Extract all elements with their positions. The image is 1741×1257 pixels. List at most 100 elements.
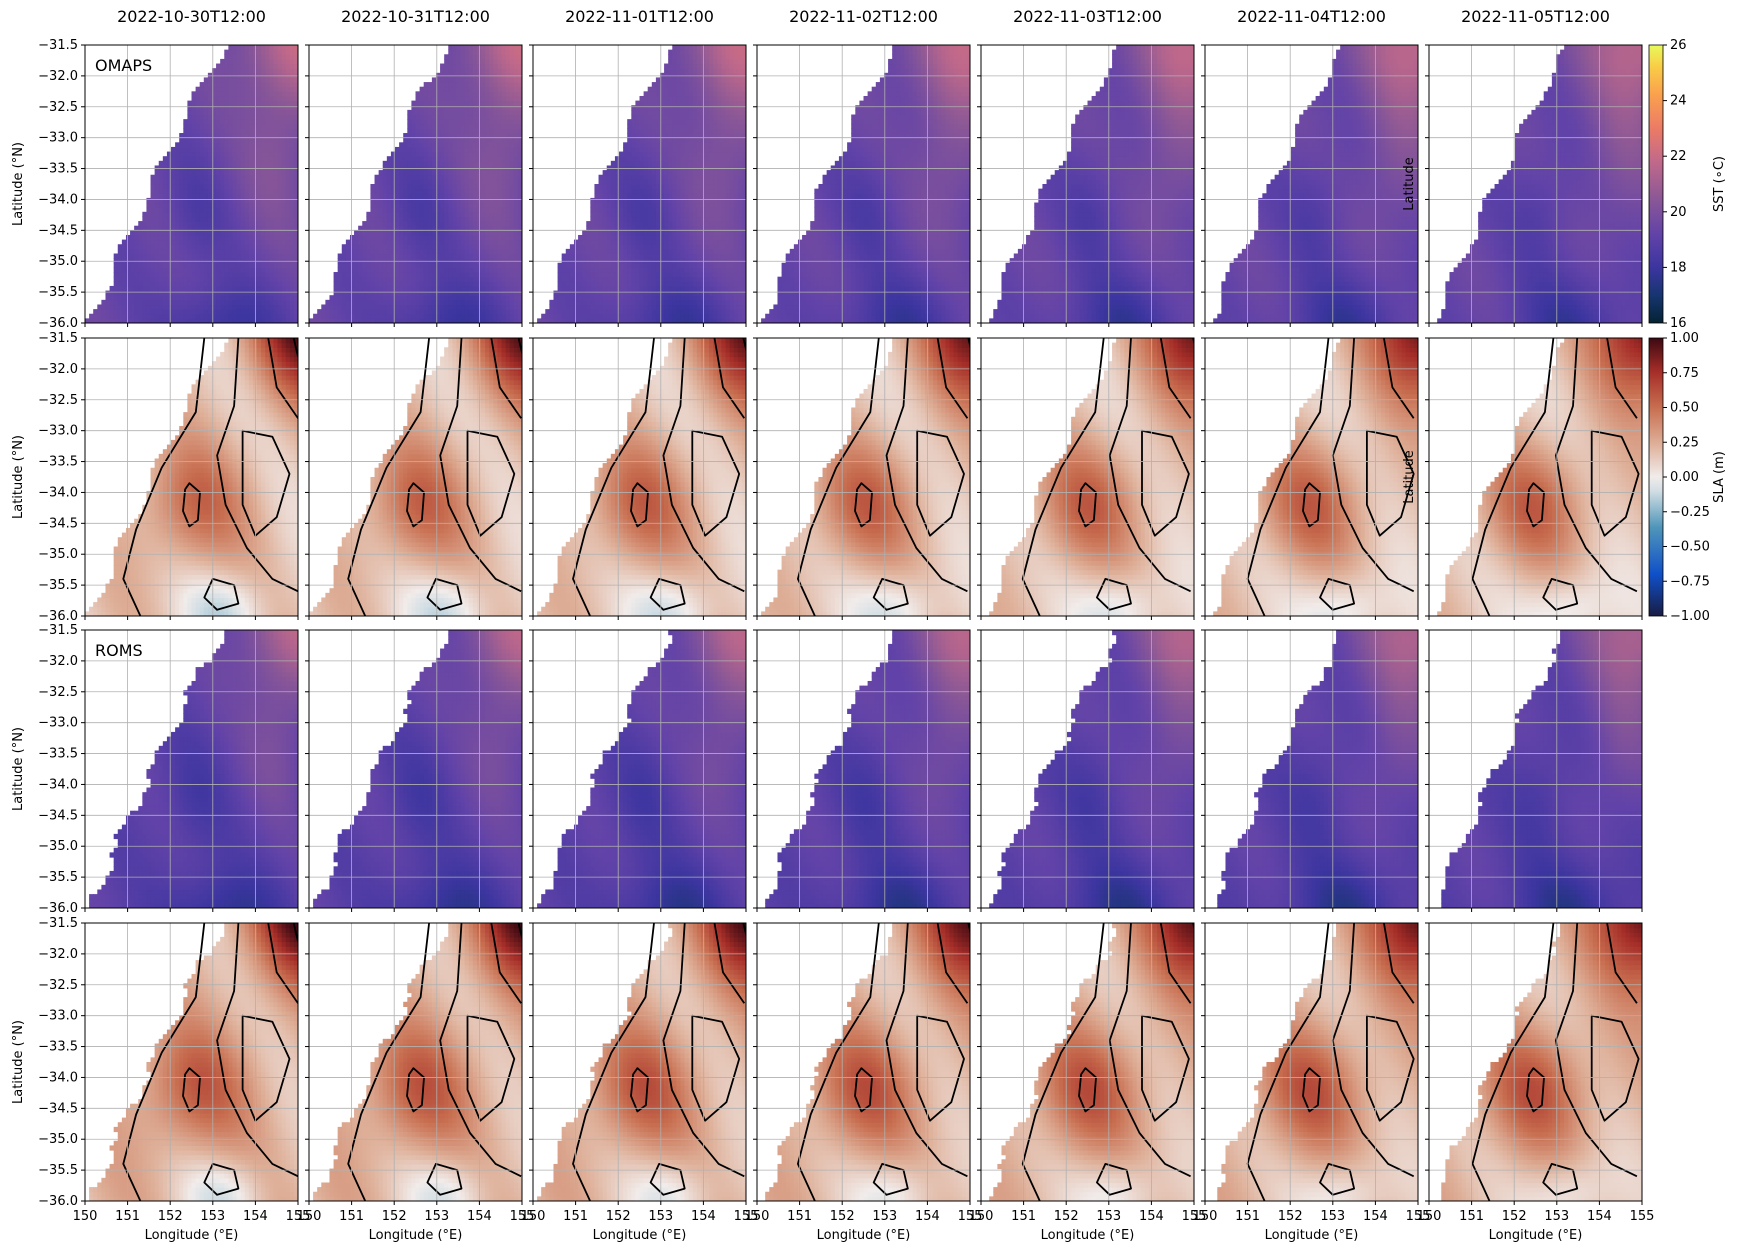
heatmap-cell — [676, 295, 681, 300]
heatmap-cell — [391, 304, 396, 309]
heatmap-cell — [249, 175, 254, 180]
heatmap-cell — [603, 304, 608, 309]
heatmap-cell — [473, 175, 478, 180]
heatmap-cell — [411, 314, 416, 319]
heatmap-cell — [175, 277, 180, 282]
heatmap-cell — [200, 221, 205, 226]
heatmap-cell — [489, 45, 494, 50]
heatmap-cell — [362, 300, 367, 305]
heatmap-cell — [317, 314, 322, 319]
heatmap-cell — [241, 198, 246, 203]
heatmap-cell — [167, 254, 172, 259]
heatmap-cell — [493, 263, 498, 268]
heatmap-cell — [265, 244, 270, 249]
heatmap-cell — [151, 179, 156, 184]
heatmap-cell — [167, 304, 172, 309]
heatmap-cell — [578, 286, 583, 291]
heatmap-cell — [635, 295, 640, 300]
heatmap-cell — [514, 96, 519, 101]
heatmap-cell — [200, 235, 205, 240]
heatmap-cell — [502, 254, 507, 259]
heatmap-cell — [514, 281, 519, 286]
heatmap-cell — [411, 138, 416, 143]
heatmap-cell — [456, 59, 461, 64]
heatmap-cell — [134, 314, 139, 319]
heatmap-cell — [428, 314, 433, 319]
heatmap-cell — [734, 272, 739, 277]
heatmap-cell — [502, 207, 507, 212]
heatmap-cell — [452, 272, 457, 277]
heatmap-cell — [196, 235, 201, 240]
heatmap-cell — [146, 221, 151, 226]
heatmap-cell — [216, 165, 221, 170]
heatmap-cell — [623, 291, 628, 296]
heatmap-cell — [387, 221, 392, 226]
heatmap-cell — [411, 272, 416, 277]
heatmap-cell — [286, 189, 291, 194]
heatmap-cell — [493, 249, 498, 254]
heatmap-cell — [269, 64, 274, 69]
heatmap-cell — [286, 73, 291, 78]
heatmap-cell — [489, 138, 494, 143]
heatmap-cell — [566, 258, 571, 263]
model-label: OMAPS — [95, 56, 152, 75]
heatmap-cell — [208, 82, 213, 87]
heatmap-cell — [192, 272, 197, 277]
heatmap-cell — [461, 59, 466, 64]
heatmap-cell — [432, 304, 437, 309]
heatmap-cell — [485, 249, 490, 254]
heatmap-cell — [167, 193, 172, 198]
heatmap-cell — [269, 281, 274, 286]
heatmap-cell — [290, 91, 295, 96]
heatmap-cell — [578, 314, 583, 319]
heatmap-cell — [473, 101, 478, 106]
heatmap-cell — [241, 184, 246, 189]
heatmap-cell — [448, 235, 453, 240]
heatmap-cell — [224, 254, 229, 259]
heatmap-cell — [465, 304, 470, 309]
heatmap-cell — [558, 304, 563, 309]
heatmap-cell — [432, 101, 437, 106]
heatmap-cell — [603, 281, 608, 286]
heatmap-cell — [130, 254, 135, 259]
heatmap-cell — [175, 304, 180, 309]
heatmap-cell — [179, 277, 184, 282]
heatmap-cell — [420, 119, 425, 124]
heatmap-cell — [420, 258, 425, 263]
heatmap-cell — [461, 128, 466, 133]
heatmap-cell — [187, 105, 192, 110]
heatmap-cell — [403, 314, 408, 319]
heatmap-cell — [510, 124, 515, 129]
heatmap-cell — [383, 179, 388, 184]
heatmap-cell — [273, 82, 278, 87]
heatmap-cell — [224, 314, 229, 319]
heatmap-cell — [489, 281, 494, 286]
heatmap-cell — [286, 110, 291, 115]
heatmap-cell — [163, 235, 168, 240]
heatmap-cell — [664, 300, 669, 305]
heatmap-cell — [697, 277, 702, 282]
heatmap-cell — [726, 300, 731, 305]
heatmap-cell — [265, 230, 270, 235]
heatmap-cell — [269, 110, 274, 115]
heatmap-cell — [644, 281, 649, 286]
heatmap-cell — [461, 73, 466, 78]
heatmap-cell — [452, 54, 457, 59]
heatmap-cell — [138, 286, 143, 291]
column-title: 2022-10-31T12:00 — [341, 7, 490, 26]
heatmap-cell — [489, 59, 494, 64]
heatmap-cell — [420, 254, 425, 259]
heatmap-cell — [485, 198, 490, 203]
heatmap-cell — [391, 314, 396, 319]
heatmap-cell — [734, 291, 739, 296]
heatmap-cell — [171, 165, 176, 170]
heatmap-cell — [245, 212, 250, 217]
heatmap-cell — [416, 119, 421, 124]
heatmap-cell — [220, 277, 225, 282]
heatmap-cell — [261, 244, 266, 249]
heatmap-cell — [407, 286, 412, 291]
heatmap-cell — [249, 240, 254, 245]
heatmap-cell — [358, 267, 363, 272]
heatmap-cell — [138, 295, 143, 300]
heatmap-cell — [416, 179, 421, 184]
